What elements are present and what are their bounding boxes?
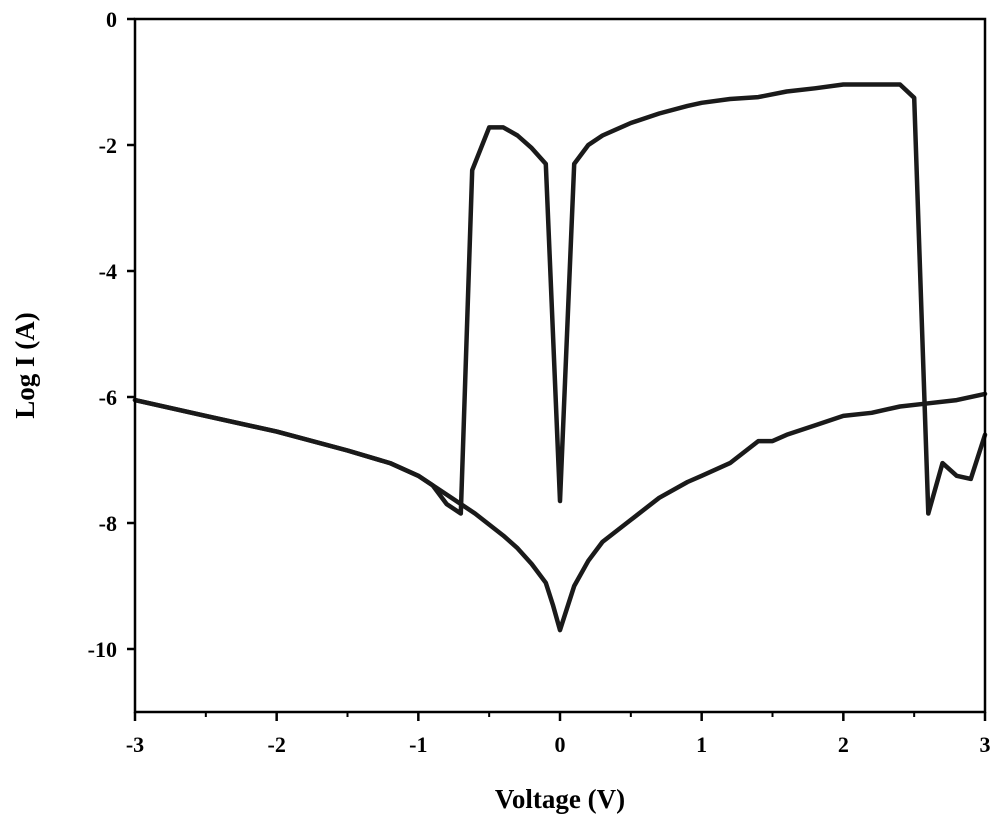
series-layer (132, 82, 988, 633)
y-tick-label: -10 (88, 637, 117, 662)
y-tick-label: -6 (99, 385, 117, 410)
x-tick-label: -3 (126, 732, 144, 757)
y-ticks: 0 -2 -4 -6 -8 -10 (88, 7, 135, 662)
y-tick-label: -4 (99, 259, 117, 284)
y-tick-label: -2 (99, 133, 117, 158)
x-tick-label: 0 (555, 732, 566, 757)
plot-frame (133, 17, 987, 714)
x-tick-label: -2 (268, 732, 286, 757)
x-tick-label: 2 (838, 732, 849, 757)
x-tick-label: 1 (696, 732, 707, 757)
y-axis-title: Log I (A) (10, 312, 40, 419)
x-tick-label: -1 (409, 732, 427, 757)
series-line-1 (132, 82, 988, 516)
x-ticks: -3 -2 -1 0 1 2 3 (126, 712, 991, 757)
y-tick-label: -8 (99, 511, 117, 536)
x-axis-title: Voltage (V) (495, 784, 625, 814)
y-tick-label: 0 (106, 7, 117, 32)
series-line-2 (132, 391, 988, 633)
x-tick-label: 3 (980, 732, 991, 757)
